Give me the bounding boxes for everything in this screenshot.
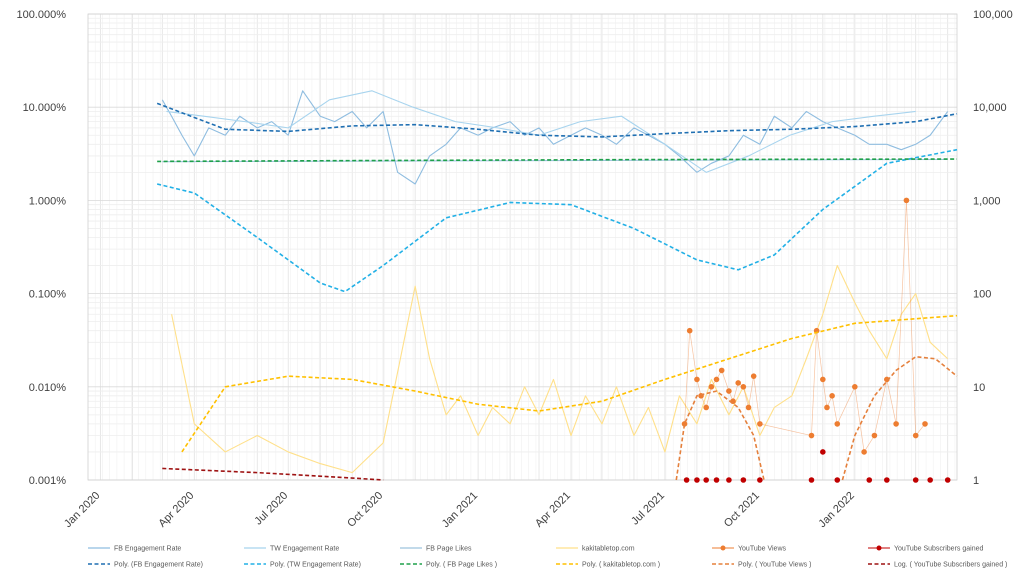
data-point: [944, 477, 951, 483]
data-point: [757, 421, 763, 427]
data-point: [750, 373, 757, 379]
legend-item: kakitabletop.com: [556, 546, 635, 553]
data-point: [735, 380, 742, 386]
trendline-poly-youtube-views: [841, 355, 958, 481]
data-point: [726, 477, 732, 483]
data-point: [884, 477, 890, 483]
data-point: [912, 477, 919, 483]
data-point: [713, 376, 720, 383]
legend-label: TW Engagement Rate: [270, 546, 339, 553]
data-point: [740, 477, 747, 483]
series-youtube-subscribers-gained: [683, 449, 951, 483]
legend-item: FB Engagement Rate: [88, 546, 181, 553]
legend-label: Poly. ( FB Page Likes ): [426, 562, 497, 569]
data-point: [820, 449, 826, 455]
legend-item: Log. ( YouTube Subscribers gained ): [868, 562, 1007, 569]
series-group: [156, 90, 958, 483]
data-point: [694, 376, 700, 383]
trendline-poly-tw-engagement-rate: [156, 148, 958, 293]
legend-label: FB Page Likes: [426, 546, 472, 553]
data-point: [852, 384, 858, 390]
data-point: [686, 327, 693, 334]
y-right-tick-label: 10,000: [973, 102, 1007, 114]
data-point: [683, 477, 690, 483]
legend-item: Poly. ( FB Page Likes ): [400, 562, 497, 569]
data-point: [713, 477, 720, 483]
data-point: [718, 367, 725, 374]
legend-label: FB Engagement Rate: [114, 546, 181, 553]
legend-label: Poly. ( kakitabletop.com ): [582, 562, 660, 569]
data-point: [893, 421, 899, 427]
data-point: [861, 449, 867, 455]
legend-label: YouTube Subscribers gained: [894, 546, 983, 553]
data-point: [703, 404, 710, 411]
plot-frame: [87, 13, 958, 481]
legend-label: Poly. (TW Engagement Rate): [270, 562, 361, 569]
legend-label: kakitabletop.com: [582, 546, 635, 553]
legend-label: Poly. ( YouTube Views ): [738, 562, 811, 569]
legend-item: TW Engagement Rate: [244, 546, 339, 553]
data-point: [871, 432, 878, 439]
y-left-tick-label: 10.000%: [23, 102, 67, 114]
data-point: [922, 421, 928, 427]
data-point: [808, 432, 815, 439]
trendline-log-youtube-subscribers-gained: [162, 467, 384, 481]
legend-marker: [876, 545, 882, 551]
y-right-tick-label: 100,000: [973, 9, 1013, 21]
data-point: [820, 376, 826, 383]
legend-item: Poly. ( kakitabletop.com ): [556, 562, 660, 569]
legend-label: Log. ( YouTube Subscribers gained ): [894, 562, 1007, 569]
trendline-poly-kakitabletop-com: [181, 314, 958, 453]
data-point: [903, 197, 910, 204]
data-point: [808, 477, 815, 483]
legend: FB Engagement Rate TW Engagement Rate FB P…: [88, 545, 1007, 569]
y-right-tick-label: 1: [973, 475, 979, 487]
data-point: [829, 393, 835, 399]
legend-label: Poly. (FB Engagement Rate): [114, 562, 203, 569]
y-right-tick-label: 10: [973, 382, 985, 394]
data-point: [757, 477, 763, 483]
data-point: [708, 384, 715, 390]
legend-item: Poly. (FB Engagement Rate): [88, 562, 203, 569]
y-left-tick-label: 100.000%: [16, 9, 66, 21]
data-point: [703, 477, 710, 483]
series-youtube-views: [681, 197, 928, 455]
y-left-tick-label: 0.010%: [29, 382, 67, 394]
legend-item: Poly. ( YouTube Views ): [712, 562, 811, 569]
trendline-poly-fb-page-likes: [157, 158, 958, 163]
y-right-tick-label: 100: [973, 289, 991, 301]
data-point: [912, 432, 919, 439]
legend-item: FB Page Likes: [400, 546, 472, 553]
y-right-tick-label: 1,000: [973, 195, 1001, 207]
legend-item: YouTube Views: [712, 545, 786, 553]
grid: [87, 13, 958, 481]
data-point: [745, 404, 752, 411]
data-point: [834, 421, 841, 427]
legend-item: Poly. (TW Engagement Rate): [244, 562, 361, 569]
data-point: [694, 477, 700, 483]
y-left-tick-label: 0.100%: [29, 289, 67, 301]
series-kakitabletop-com: [171, 264, 949, 474]
data-point: [866, 477, 873, 483]
data-point: [824, 404, 830, 411]
legend-marker: [720, 545, 726, 551]
data-point: [834, 477, 841, 483]
data-point: [726, 388, 732, 394]
series-fb-engagement-rate: [161, 90, 949, 185]
data-point: [927, 477, 933, 483]
trendline-poly-fb-engagement-rate: [156, 102, 958, 138]
data-point: [740, 384, 747, 390]
y-left-tick-label: 1.000%: [29, 195, 67, 207]
legend-label: YouTube Views: [738, 546, 786, 553]
legend-item: YouTube Subscribers gained: [868, 545, 983, 553]
trendline-poly-youtube-views: [675, 390, 765, 481]
y-left-tick-label: 0.001%: [29, 475, 67, 487]
